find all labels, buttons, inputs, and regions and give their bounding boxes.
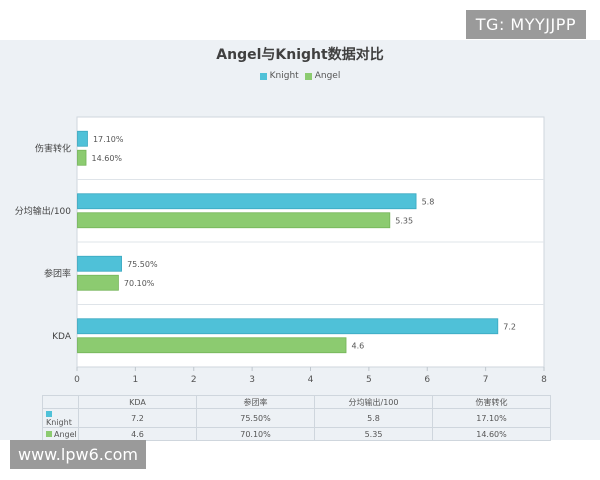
- table-col-header: 参团率: [196, 395, 315, 409]
- x-tick-label: 7: [483, 375, 489, 385]
- bar-knight: [77, 193, 417, 210]
- table-corner: [42, 395, 79, 409]
- table-col-header: KDA: [78, 395, 197, 409]
- table-cell: 5.35: [314, 427, 433, 441]
- table-row-label: Angel: [54, 429, 77, 439]
- table-cell: 70.10%: [196, 427, 315, 441]
- category-separators: [77, 179, 544, 305]
- table-swatch-knight: [46, 410, 52, 417]
- table-cell: 7.2: [78, 408, 197, 428]
- x-tick-label: 8: [541, 375, 547, 385]
- x-tick-label: 0: [74, 375, 80, 385]
- table-col-header: 分均输出/100: [314, 395, 433, 409]
- bar-knight: [77, 130, 88, 147]
- watermark-telegram: TG: MYYJJPP: [465, 10, 586, 39]
- x-tick-label: 3: [249, 375, 255, 385]
- legend-item-angel: Angel: [304, 71, 341, 81]
- category-label: 参团率: [44, 267, 71, 279]
- data-label: 7.2: [503, 322, 516, 331]
- legend-swatch-knight: [259, 72, 267, 80]
- table-col-header: 伤害转化: [432, 395, 551, 409]
- chart-title: Angel与Knight数据对比: [216, 47, 384, 63]
- x-tick-label: 1: [133, 375, 139, 385]
- bar-knight: [77, 255, 122, 272]
- bar-angel: [77, 337, 347, 354]
- table-row-head-angel: Angel: [42, 427, 79, 441]
- legend-label-knight: Knight: [269, 71, 299, 81]
- bar-angel: [77, 274, 119, 291]
- table-cell: 75.50%: [196, 408, 315, 428]
- data-label: 5.35: [395, 216, 413, 225]
- data-label: 17.10%: [93, 135, 124, 144]
- legend-label-angel: Angel: [314, 71, 341, 81]
- table-swatch-angel: [46, 431, 52, 437]
- table-cell: 17.10%: [432, 408, 551, 428]
- x-axis: 0 1 2 3 4 5 6 7 8: [74, 367, 547, 385]
- table-row-label: Knight: [46, 418, 72, 427]
- chart-legend: Knight Angel: [0, 71, 600, 81]
- bars: [77, 130, 499, 354]
- table-cell: 5.8: [314, 408, 433, 428]
- bar-angel: [77, 212, 391, 229]
- x-tick-label: 5: [366, 375, 372, 385]
- x-tick-label: 2: [191, 375, 197, 385]
- data-label: 75.50%: [127, 260, 158, 269]
- data-label: 5.8: [422, 197, 435, 206]
- table-row-head-knight: Knight: [42, 408, 79, 428]
- x-tick-label: 4: [308, 375, 314, 385]
- category-label: KDA: [52, 332, 72, 342]
- category-label: 伤害转化: [35, 142, 71, 154]
- table-row: Angel 4.6 70.10% 5.35 14.60%: [42, 427, 551, 441]
- data-label: 14.60%: [92, 154, 123, 163]
- data-table: KDA 参团率 分均输出/100 伤害转化 Knight 7.2 75.50% …: [42, 395, 551, 441]
- data-label: 70.10%: [124, 279, 155, 288]
- bar-knight: [77, 318, 499, 335]
- table-cell: 14.60%: [432, 427, 551, 441]
- category-label: 分均输出/100: [15, 205, 71, 217]
- legend-swatch-angel: [304, 72, 312, 80]
- data-label: 4.6: [352, 341, 365, 350]
- table-cell: 4.6: [78, 427, 197, 441]
- bar-angel: [77, 149, 87, 166]
- legend-item-knight: Knight: [259, 71, 299, 81]
- table-header-row: KDA 参团率 分均输出/100 伤害转化: [42, 395, 551, 409]
- watermark-url: www.lpw6.com: [10, 440, 146, 469]
- x-tick-label: 6: [424, 375, 430, 385]
- table-row: Knight 7.2 75.50% 5.8 17.10%: [42, 408, 551, 428]
- data-labels: 17.10% 14.60% 5.8 5.35 75.50% 70.10% 7.2 4.6: [92, 135, 517, 351]
